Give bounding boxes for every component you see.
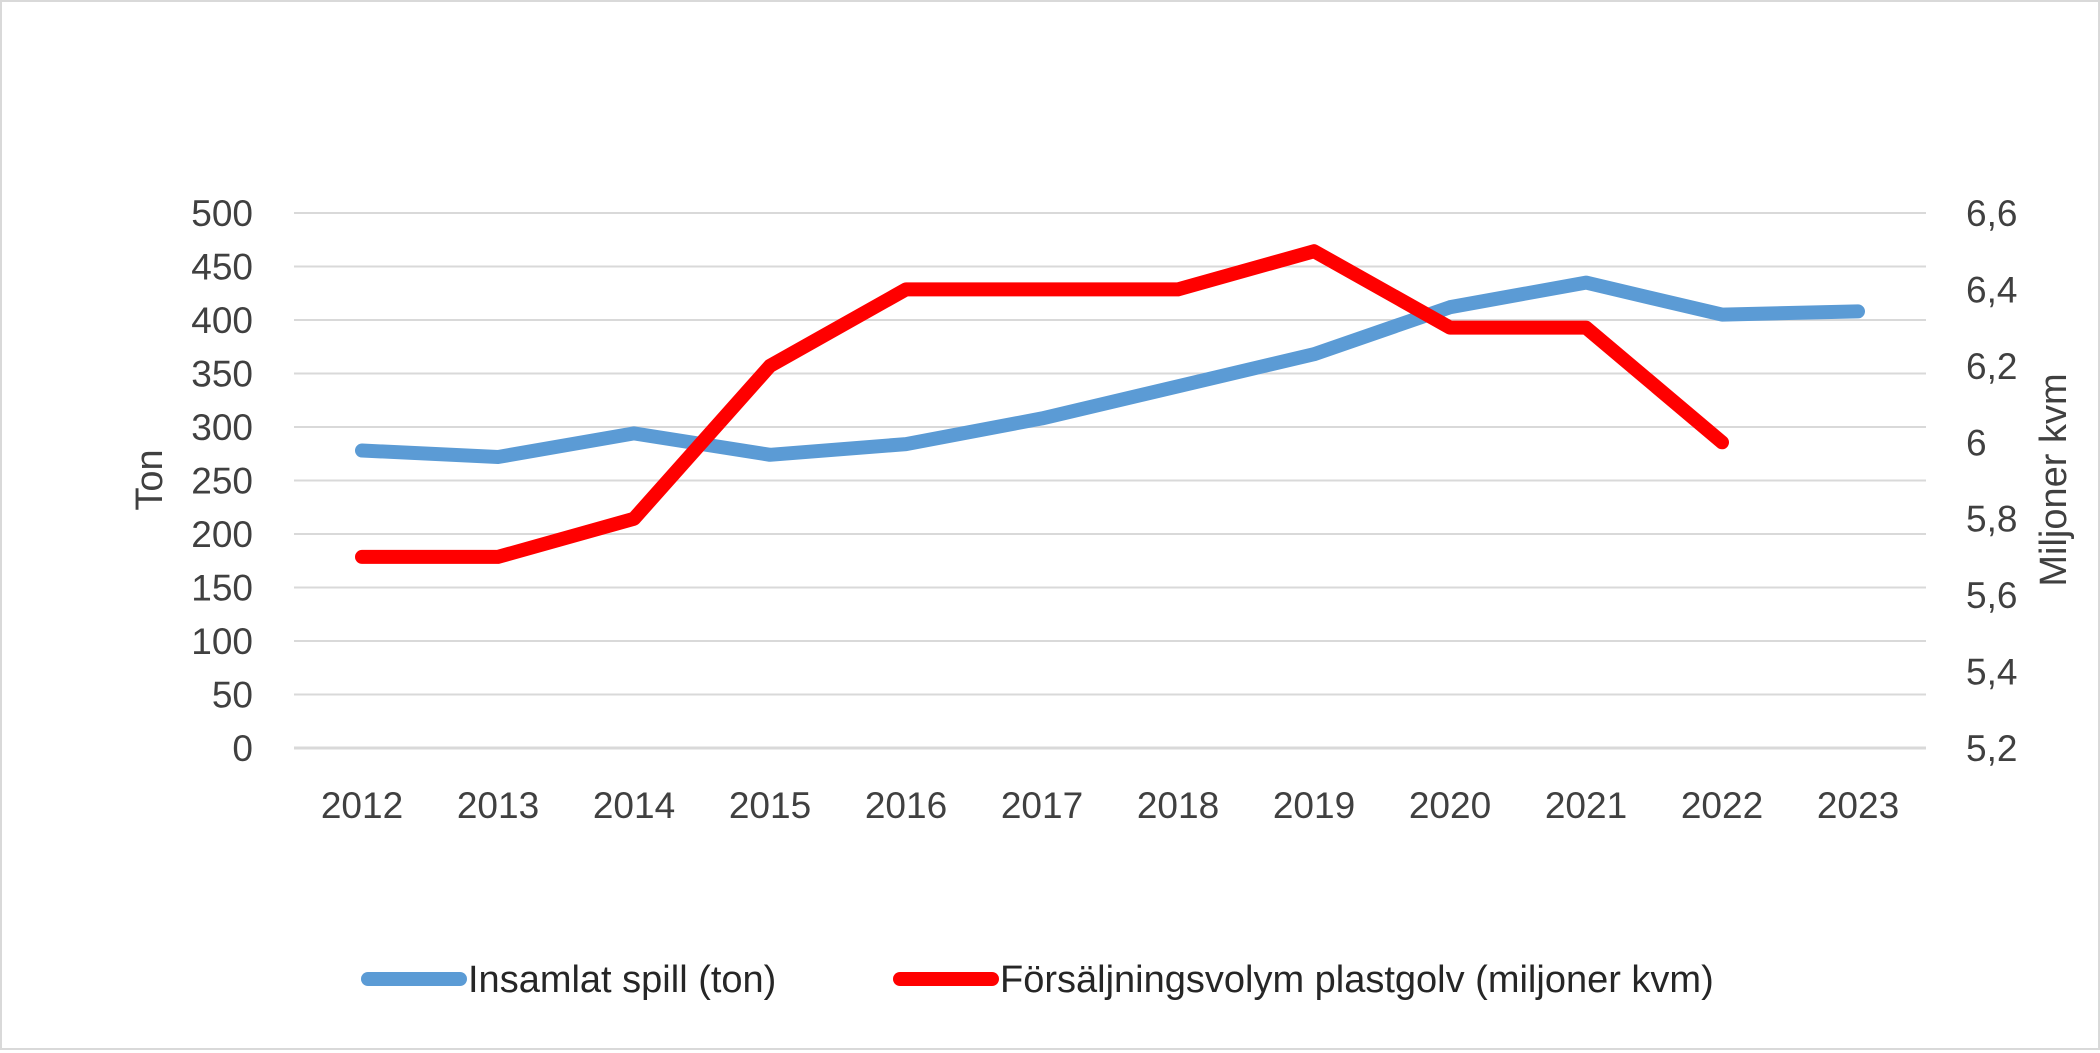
x-tick-label: 2023 — [1817, 785, 1899, 826]
right-tick-label: 5,4 — [1966, 652, 2017, 693]
left-tick-label: 250 — [191, 461, 253, 502]
series-line-1 — [355, 275, 1865, 464]
x-tick-label: 2018 — [1137, 785, 1219, 826]
series-lines — [355, 244, 1865, 564]
left-tick-label: 150 — [191, 568, 253, 609]
series-line-2 — [355, 244, 1729, 564]
x-tick-label: 2020 — [1409, 785, 1491, 826]
left-tick-label: 100 — [191, 621, 253, 662]
legend: Insamlat spill (ton) Försäljningsvolym pl… — [361, 959, 1714, 1001]
right-tick-label: 6,6 — [1966, 193, 2017, 234]
left-tick-label: 200 — [191, 514, 253, 555]
x-tick-label: 2012 — [321, 785, 403, 826]
right-tick-label: 5,2 — [1966, 728, 2017, 769]
right-axis-ticks: 5,2 5,4 5,6 5,8 6 6,2 6,4 6,6 — [1966, 193, 2017, 769]
right-tick-label: 5,8 — [1966, 499, 2017, 540]
x-tick-label: 2019 — [1273, 785, 1355, 826]
legend-label-2: Försäljningsvolym plastgolv (miljoner kv… — [1000, 959, 1714, 1001]
x-tick-label: 2022 — [1681, 785, 1763, 826]
right-tick-label: 5,6 — [1966, 575, 2017, 616]
x-tick-label: 2015 — [729, 785, 811, 826]
right-axis-title: Miljoner kvm — [2033, 373, 2075, 586]
x-tick-label: 2014 — [593, 785, 675, 826]
x-tick-label: 2013 — [457, 785, 539, 826]
gridlines — [294, 212, 1926, 750]
right-tick-label: 6,4 — [1966, 269, 2017, 310]
x-tick-label: 2016 — [865, 785, 947, 826]
right-tick-label: 6,2 — [1966, 346, 2017, 387]
left-axis-ticks: 0 50 100 150 200 250 300 350 400 450 500 — [191, 193, 253, 769]
left-tick-label: 350 — [191, 354, 253, 395]
x-tick-label: 2017 — [1001, 785, 1083, 826]
left-axis-title: Ton — [129, 449, 171, 510]
right-tick-label: 6 — [1966, 422, 1987, 463]
left-tick-label: 500 — [191, 193, 253, 234]
left-tick-label: 0 — [232, 728, 253, 769]
left-tick-label: 400 — [191, 300, 253, 341]
left-tick-label: 300 — [191, 407, 253, 448]
x-axis-ticks: 2012 2013 2014 2015 2016 2017 2018 2019 2020 2021… — [321, 785, 1899, 826]
x-tick-label: 2021 — [1545, 785, 1627, 826]
left-tick-label: 50 — [212, 675, 253, 716]
left-tick-label: 450 — [191, 247, 253, 288]
legend-label-1: Insamlat spill (ton) — [468, 959, 776, 1001]
